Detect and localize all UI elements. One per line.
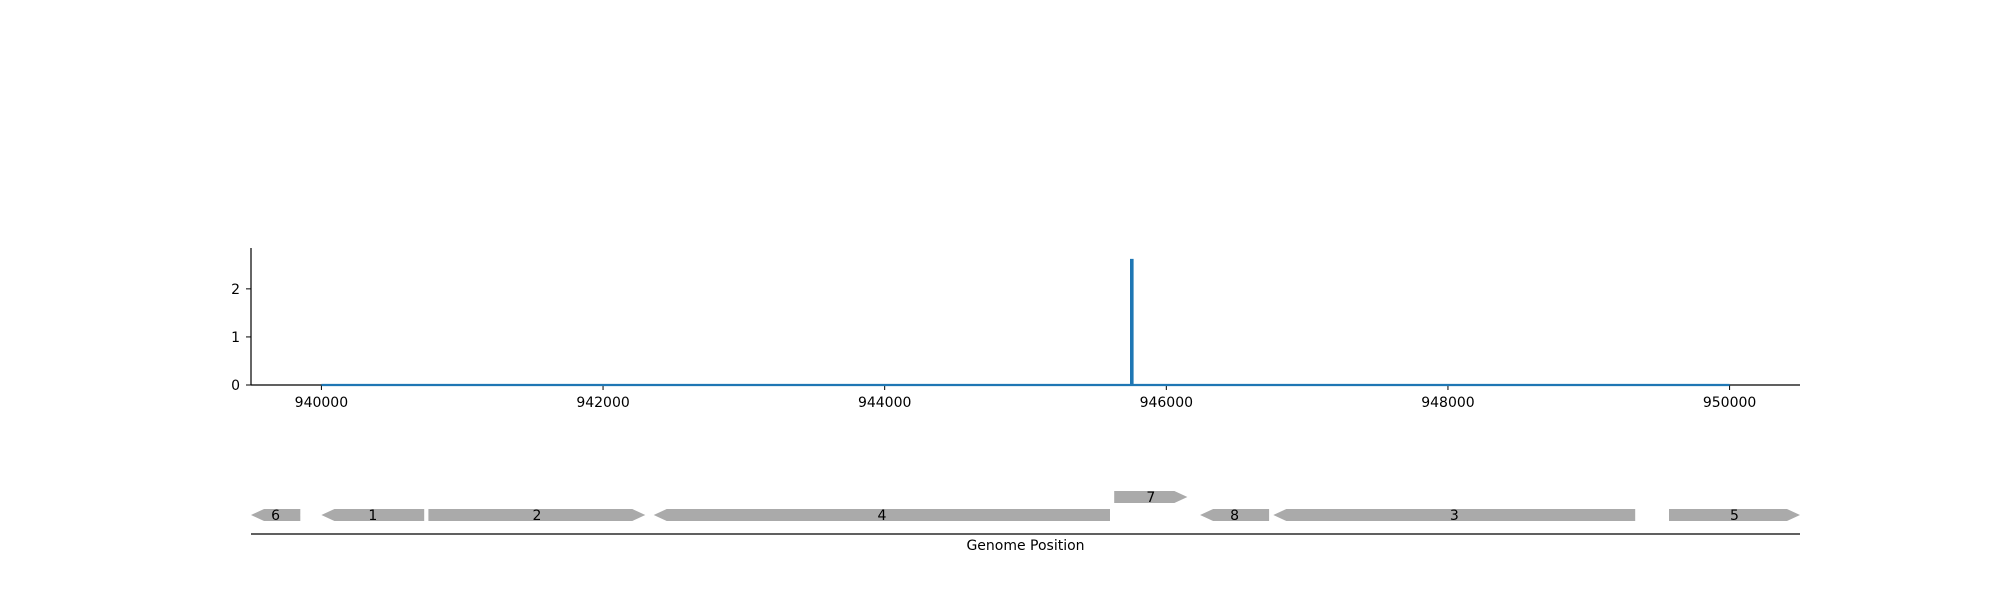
y-tick-label-2: 2 [231,282,240,298]
x-tick-label-946000: 946000 [1140,395,1193,411]
gene-arrow-4 [653,509,1110,521]
gene-arrow-5 [1669,509,1800,521]
gene-track: 6 1 2 4 7 8 3 5 Genome Position [251,490,1800,554]
coverage-plot: 940000 942000 944000 946000 948000 950000 0 1 2 [231,248,1800,411]
gene-label-2: 2 [532,508,541,524]
gene-arrow-6 [251,509,301,521]
y-tick-label-1: 1 [231,330,240,346]
gene-label-5: 5 [1730,508,1739,524]
y-tick-label-0: 0 [231,378,240,394]
gene-arrow-1 [321,509,425,521]
gene-label-3: 3 [1450,508,1459,524]
x-tick-label-942000: 942000 [576,395,629,411]
gene-label-6: 6 [271,508,280,524]
gene-label-7: 7 [1146,490,1155,506]
gene-arrow-3 [1273,509,1636,521]
track-x-axis-label: Genome Position [966,538,1084,554]
gene-label-1: 1 [368,508,377,524]
x-tick-label-948000: 948000 [1421,395,1474,411]
x-tick-label-940000: 940000 [295,395,348,411]
x-tick-label-944000: 944000 [858,395,911,411]
gene-arrow-7 [1114,491,1188,503]
gene-label-4: 4 [877,508,886,524]
coverage-line-0 [321,258,1730,387]
gene-arrow-2 [428,509,646,521]
gene-label-8: 8 [1230,508,1239,524]
x-tick-label-950000: 950000 [1703,395,1756,411]
gene-arrow-8 [1200,509,1270,521]
